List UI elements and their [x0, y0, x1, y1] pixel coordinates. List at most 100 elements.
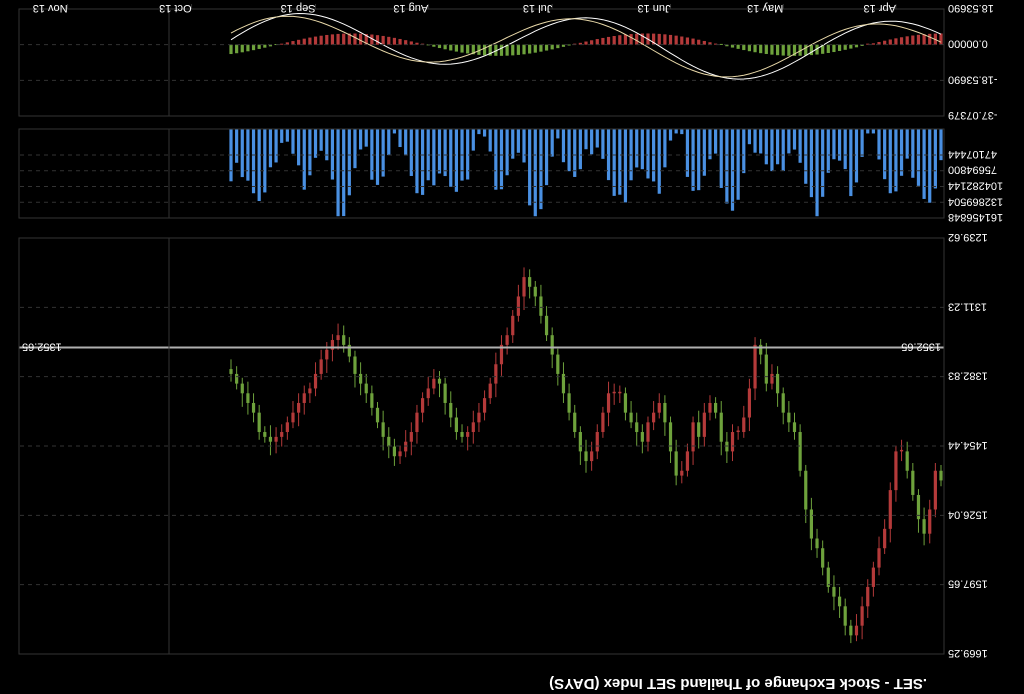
macd-histogram-bar — [454, 44, 458, 52]
candle-body — [618, 391, 622, 394]
candle-body — [725, 441, 729, 452]
candle-body — [691, 422, 695, 452]
macd-histogram-bar — [680, 36, 684, 45]
axes: 1239.62 1311.23 1382.83 1454.44 1526.04 1597.… — [18, 2, 1003, 659]
volume-bar — [443, 129, 447, 177]
candle-body — [488, 383, 492, 399]
candle-body — [798, 432, 802, 471]
candle-body — [235, 373, 239, 384]
macd-histogram-bar — [674, 35, 678, 45]
volume-bar — [466, 129, 470, 180]
macd-histogram-bar — [640, 33, 644, 45]
macd-histogram-bar — [415, 42, 419, 45]
volume-bar — [511, 129, 515, 159]
macd-histogram-bar — [342, 33, 346, 45]
macd-histogram-bar — [590, 40, 594, 45]
candle-body — [612, 391, 616, 394]
macd-histogram-bar — [854, 44, 859, 48]
volume-bar — [697, 129, 701, 191]
volume-bar — [899, 129, 904, 176]
volume-bar — [759, 129, 763, 154]
volume-bar — [556, 129, 560, 139]
candle-body — [364, 383, 368, 394]
candle-body — [933, 470, 937, 510]
macd-histogram-bar — [657, 33, 661, 45]
volume-bar — [764, 129, 768, 165]
volume-bar — [494, 129, 498, 190]
macd-histogram-bar — [257, 44, 261, 49]
volume-bar — [375, 129, 380, 185]
volume-bar — [280, 129, 284, 143]
macd-histogram-bar — [404, 40, 408, 45]
candle-body — [584, 451, 588, 462]
volume-bar — [787, 129, 791, 154]
volume-bar — [877, 129, 881, 160]
macd-histogram-bar — [370, 34, 374, 45]
volume-bar — [590, 129, 594, 155]
candle-body — [477, 412, 481, 423]
macd-histogram-bar — [635, 33, 639, 45]
candle-body — [404, 441, 408, 452]
candle-body — [454, 417, 458, 433]
candle-body — [443, 383, 447, 403]
candle-body — [471, 422, 475, 433]
volume-bar — [567, 129, 571, 172]
volume-bar — [471, 129, 475, 151]
candle-body — [629, 412, 633, 423]
volume-bar — [826, 129, 830, 173]
volume-bar — [646, 129, 650, 179]
macd-histogram-bar — [561, 44, 566, 47]
volume-bar — [330, 129, 335, 180]
macd-histogram-bar — [353, 33, 357, 45]
candle-body — [922, 519, 926, 534]
macd-histogram-bar — [381, 35, 385, 45]
macd-histogram-bar — [652, 33, 656, 45]
volume-bar — [381, 129, 385, 177]
candle-body — [652, 412, 656, 423]
candle-body — [291, 412, 295, 423]
candle-body — [860, 606, 864, 626]
macd-histogram-bar — [939, 33, 943, 45]
candle-body — [257, 412, 261, 433]
macd-histogram-bar — [764, 44, 768, 54]
macd-histogram-bar — [629, 34, 633, 45]
volume-bar — [894, 129, 898, 192]
candle-body — [240, 383, 244, 394]
volume-bar — [612, 129, 616, 196]
volume-bar — [482, 129, 487, 137]
macd-tick-label: 0.00000 — [948, 38, 988, 50]
volume-bar — [702, 129, 706, 176]
volume-bar — [528, 129, 532, 206]
date-tick-label: Jul 13 — [523, 2, 552, 14]
macd-histogram-bar — [460, 44, 464, 53]
candle-body — [544, 315, 549, 336]
macd-histogram-bar — [798, 44, 802, 56]
macd-histogram-bar — [753, 44, 757, 53]
volume-bar — [635, 129, 639, 168]
volume-bar — [657, 129, 661, 194]
date-tick-label: Sep 13 — [281, 2, 316, 14]
volume-bar — [539, 129, 543, 210]
candle-body — [528, 277, 532, 287]
macd-histogram-bar — [522, 44, 526, 55]
last-price-label-right: 1352.65 — [22, 340, 62, 352]
macd-histogram-bar — [466, 44, 470, 54]
macd-histogram-bar — [494, 44, 498, 56]
macd-histogram-bar — [280, 43, 284, 45]
candle-body — [398, 451, 402, 457]
candle-body — [849, 625, 853, 636]
volume-tick-label: 47107444 — [948, 148, 997, 160]
candle-body — [714, 402, 718, 413]
volume-bar — [285, 129, 289, 142]
date-tick-label: Oct 13 — [159, 2, 191, 14]
volume-bar — [420, 129, 425, 195]
volume-bar — [387, 129, 391, 156]
volume-bar — [618, 129, 622, 195]
candle-body — [606, 393, 611, 413]
candle-body — [837, 596, 842, 607]
macd-histogram-bar — [235, 44, 239, 54]
macd-histogram-bar — [888, 39, 892, 45]
macd-histogram-bar — [516, 44, 520, 55]
candle-body — [263, 432, 267, 437]
macd-histogram-bar — [251, 44, 256, 51]
